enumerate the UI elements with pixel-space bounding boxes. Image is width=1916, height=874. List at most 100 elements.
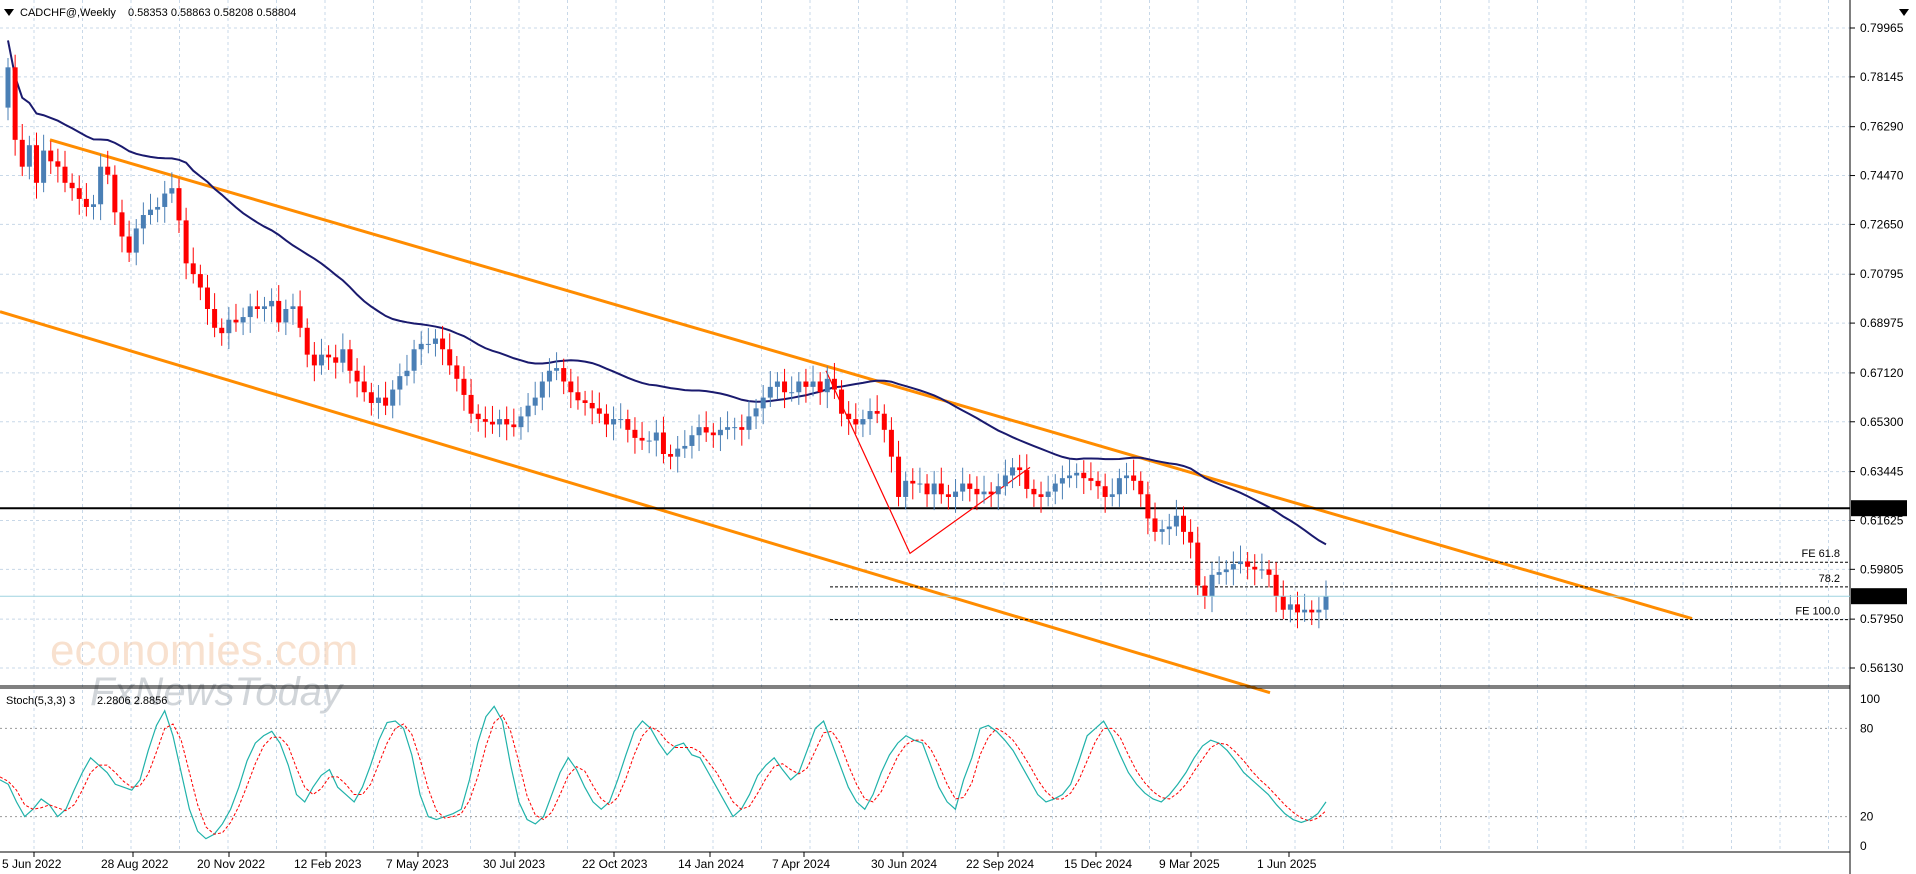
fib-level-label: FE 100.0 [1795,606,1840,618]
candle-body [782,381,788,393]
candle-body [375,397,381,403]
stoch-tick-label: 80 [1860,721,1874,735]
candle-body [361,381,367,393]
candle-body [368,392,374,403]
candle-body [162,193,168,207]
candle-body [774,381,780,387]
candle-body [632,429,638,438]
candle-body [219,327,225,334]
time-tick-label: 1 Jun 2025 [1257,857,1317,871]
candle-body [511,424,517,428]
candle-body [83,198,89,207]
current-price-label: 0.58804 [1856,589,1900,603]
candle-body [703,427,709,433]
candle-body [169,188,175,194]
candle-body [1102,486,1108,497]
candle-body [62,166,68,183]
candle-body [660,432,666,454]
candle-body [1002,475,1008,487]
candle-body [340,349,346,363]
candle-body [839,389,845,414]
candle-body [1024,470,1030,489]
candle-body [725,427,731,430]
candle-body [967,483,973,489]
stochastic-label: Stoch(5,3,3) 3 [6,695,75,707]
candle-body [1095,480,1101,487]
candle-body [12,67,18,140]
time-tick-label: 14 Jan 2024 [678,857,744,871]
candle-body [960,483,966,492]
candle-body [639,437,645,441]
candle-body [76,188,82,199]
candle-body [753,408,759,417]
watermark-fxnewstoday: FxNewsToday [90,670,345,714]
candle-body [1216,572,1222,575]
candle-body [254,306,260,309]
candle-body [212,308,218,328]
candle-body [269,300,275,307]
moving-average-path [7,40,1327,546]
candle-body [646,440,652,442]
candle-body [568,381,574,393]
candle-body [19,139,25,167]
candle-body [988,491,994,495]
time-tick-label: 5 Jun 2022 [2,857,62,871]
candle-body [931,483,937,495]
candle-body [767,386,773,398]
candle-body [1287,604,1293,610]
candle-body [974,488,980,495]
price-tick-label: 0.59805 [1860,562,1904,576]
time-tick-label: 7 May 2023 [386,857,449,871]
candle-body [1195,542,1201,586]
candle-body [354,370,360,382]
candle-body [33,145,39,183]
candle-body [1173,515,1179,527]
candle-body [1316,609,1322,613]
candle-body [55,161,61,167]
candle-body [326,354,332,358]
candle-body [589,402,595,409]
candle-body [489,421,495,425]
candle-body [746,416,752,430]
candle-body [789,392,795,394]
candle-body [390,389,396,406]
candle-body [710,432,716,436]
candle-body [126,236,132,253]
stoch-tick-label: 0 [1860,839,1867,853]
candle-body [247,306,253,318]
candle-body [582,400,588,403]
price-tick-label: 0.76290 [1860,120,1904,134]
candle-body [226,319,232,334]
candle-body [197,274,203,288]
chart-menu-icon[interactable] [1899,9,1909,16]
candle-body [26,145,32,167]
candle-body [1038,494,1044,497]
channel-lower-line [0,310,1271,695]
candle-body [133,228,139,253]
candle-body [411,349,417,371]
chart-ohlc-values: 0.58353 0.58863 0.58208 0.58804 [128,7,296,19]
stoch-d-line [0,714,1327,835]
grid-lines [0,0,1850,852]
candle-body [1067,475,1073,479]
chart-symbol-label: CADCHF@,Weekly [20,7,116,19]
candle-body [1159,529,1165,532]
stoch-tick-label: 20 [1860,810,1874,824]
candle-body [41,150,47,183]
candle-body [938,483,944,495]
candle-body [1280,596,1286,610]
candle-body [283,308,289,323]
triangle-down-icon[interactable] [4,9,14,16]
candle-body [1059,478,1065,484]
time-tick-label: 22 Oct 2023 [582,857,648,871]
candle-body [297,306,303,328]
candle-body [233,319,239,323]
candle-body [981,491,987,495]
price-tick-label: 0.72650 [1860,217,1904,231]
price-tick-label: 0.65300 [1860,415,1904,429]
candle-body [824,378,830,393]
time-tick-label: 15 Dec 2024 [1064,857,1132,871]
candle-body [689,435,695,446]
candle-body [874,411,880,414]
